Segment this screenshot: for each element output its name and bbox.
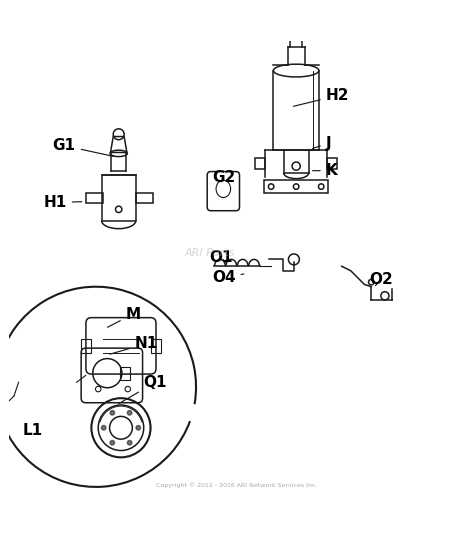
Text: J: J: [312, 136, 331, 151]
Bar: [151, 339, 161, 353]
Bar: [82, 339, 91, 353]
Circle shape: [128, 440, 132, 445]
Circle shape: [136, 425, 140, 430]
Text: H1: H1: [44, 195, 82, 210]
Text: L1: L1: [22, 423, 42, 438]
Text: ARI Parts: ARI Parts: [184, 248, 235, 258]
Text: Q1: Q1: [119, 375, 167, 404]
Bar: [120, 367, 130, 380]
Text: N1: N1: [110, 336, 158, 354]
Text: M: M: [108, 307, 141, 327]
Text: O4: O4: [212, 270, 244, 285]
Text: O2: O2: [369, 272, 393, 287]
Text: G1: G1: [53, 138, 114, 156]
Circle shape: [110, 410, 115, 415]
Text: G2: G2: [212, 170, 235, 185]
Circle shape: [110, 440, 115, 445]
Bar: [136, 193, 153, 203]
Circle shape: [128, 410, 132, 415]
Bar: [255, 158, 265, 169]
Text: H2: H2: [293, 88, 349, 106]
Bar: [327, 158, 337, 169]
Text: K: K: [312, 163, 337, 178]
Bar: [264, 180, 328, 193]
Bar: [86, 193, 102, 203]
Circle shape: [101, 425, 106, 430]
Text: O1: O1: [210, 250, 233, 265]
Bar: [101, 175, 136, 221]
Text: Copyright © 2012 - 2016 ARI Network Services Inc.: Copyright © 2012 - 2016 ARI Network Serv…: [156, 482, 318, 488]
